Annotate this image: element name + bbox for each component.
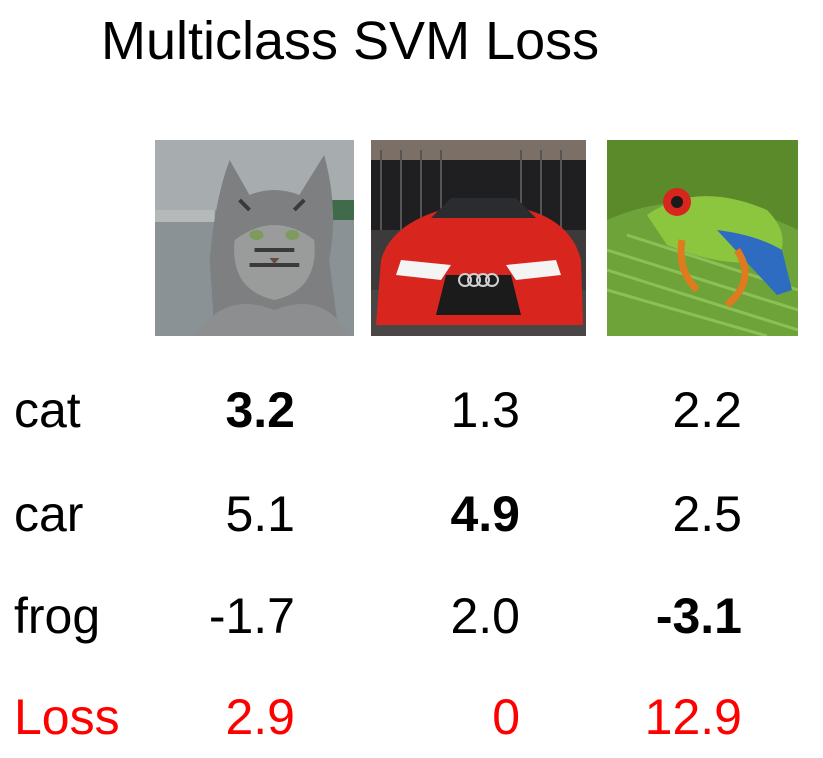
score-car-img3: 2.5 [672, 486, 742, 542]
slide-title: Multiclass SVM Loss [101, 11, 600, 71]
score-frog-img3: -3.1 [655, 588, 742, 644]
row-label-car: car [14, 486, 84, 542]
loss-img3: 12.9 [644, 689, 742, 745]
score-cat-img1: 3.2 [225, 382, 295, 438]
score-car-img2: 4.9 [450, 486, 520, 542]
row-label-frog: frog [14, 588, 101, 644]
cat-photo [155, 140, 354, 336]
score-cat-img2: 1.3 [450, 382, 520, 438]
row-label-loss: Loss [14, 689, 120, 745]
score-cat-img3: 2.2 [672, 382, 742, 438]
row-label-cat: cat [14, 382, 81, 438]
loss-img2: 0 [492, 689, 520, 745]
red-car-photo [371, 140, 586, 336]
score-frog-img1: -1.7 [208, 588, 295, 644]
score-car-img1: 5.1 [225, 486, 295, 542]
loss-img1: 2.9 [225, 689, 295, 745]
tree-frog-photo [607, 140, 798, 336]
score-frog-img2: 2.0 [450, 588, 520, 644]
